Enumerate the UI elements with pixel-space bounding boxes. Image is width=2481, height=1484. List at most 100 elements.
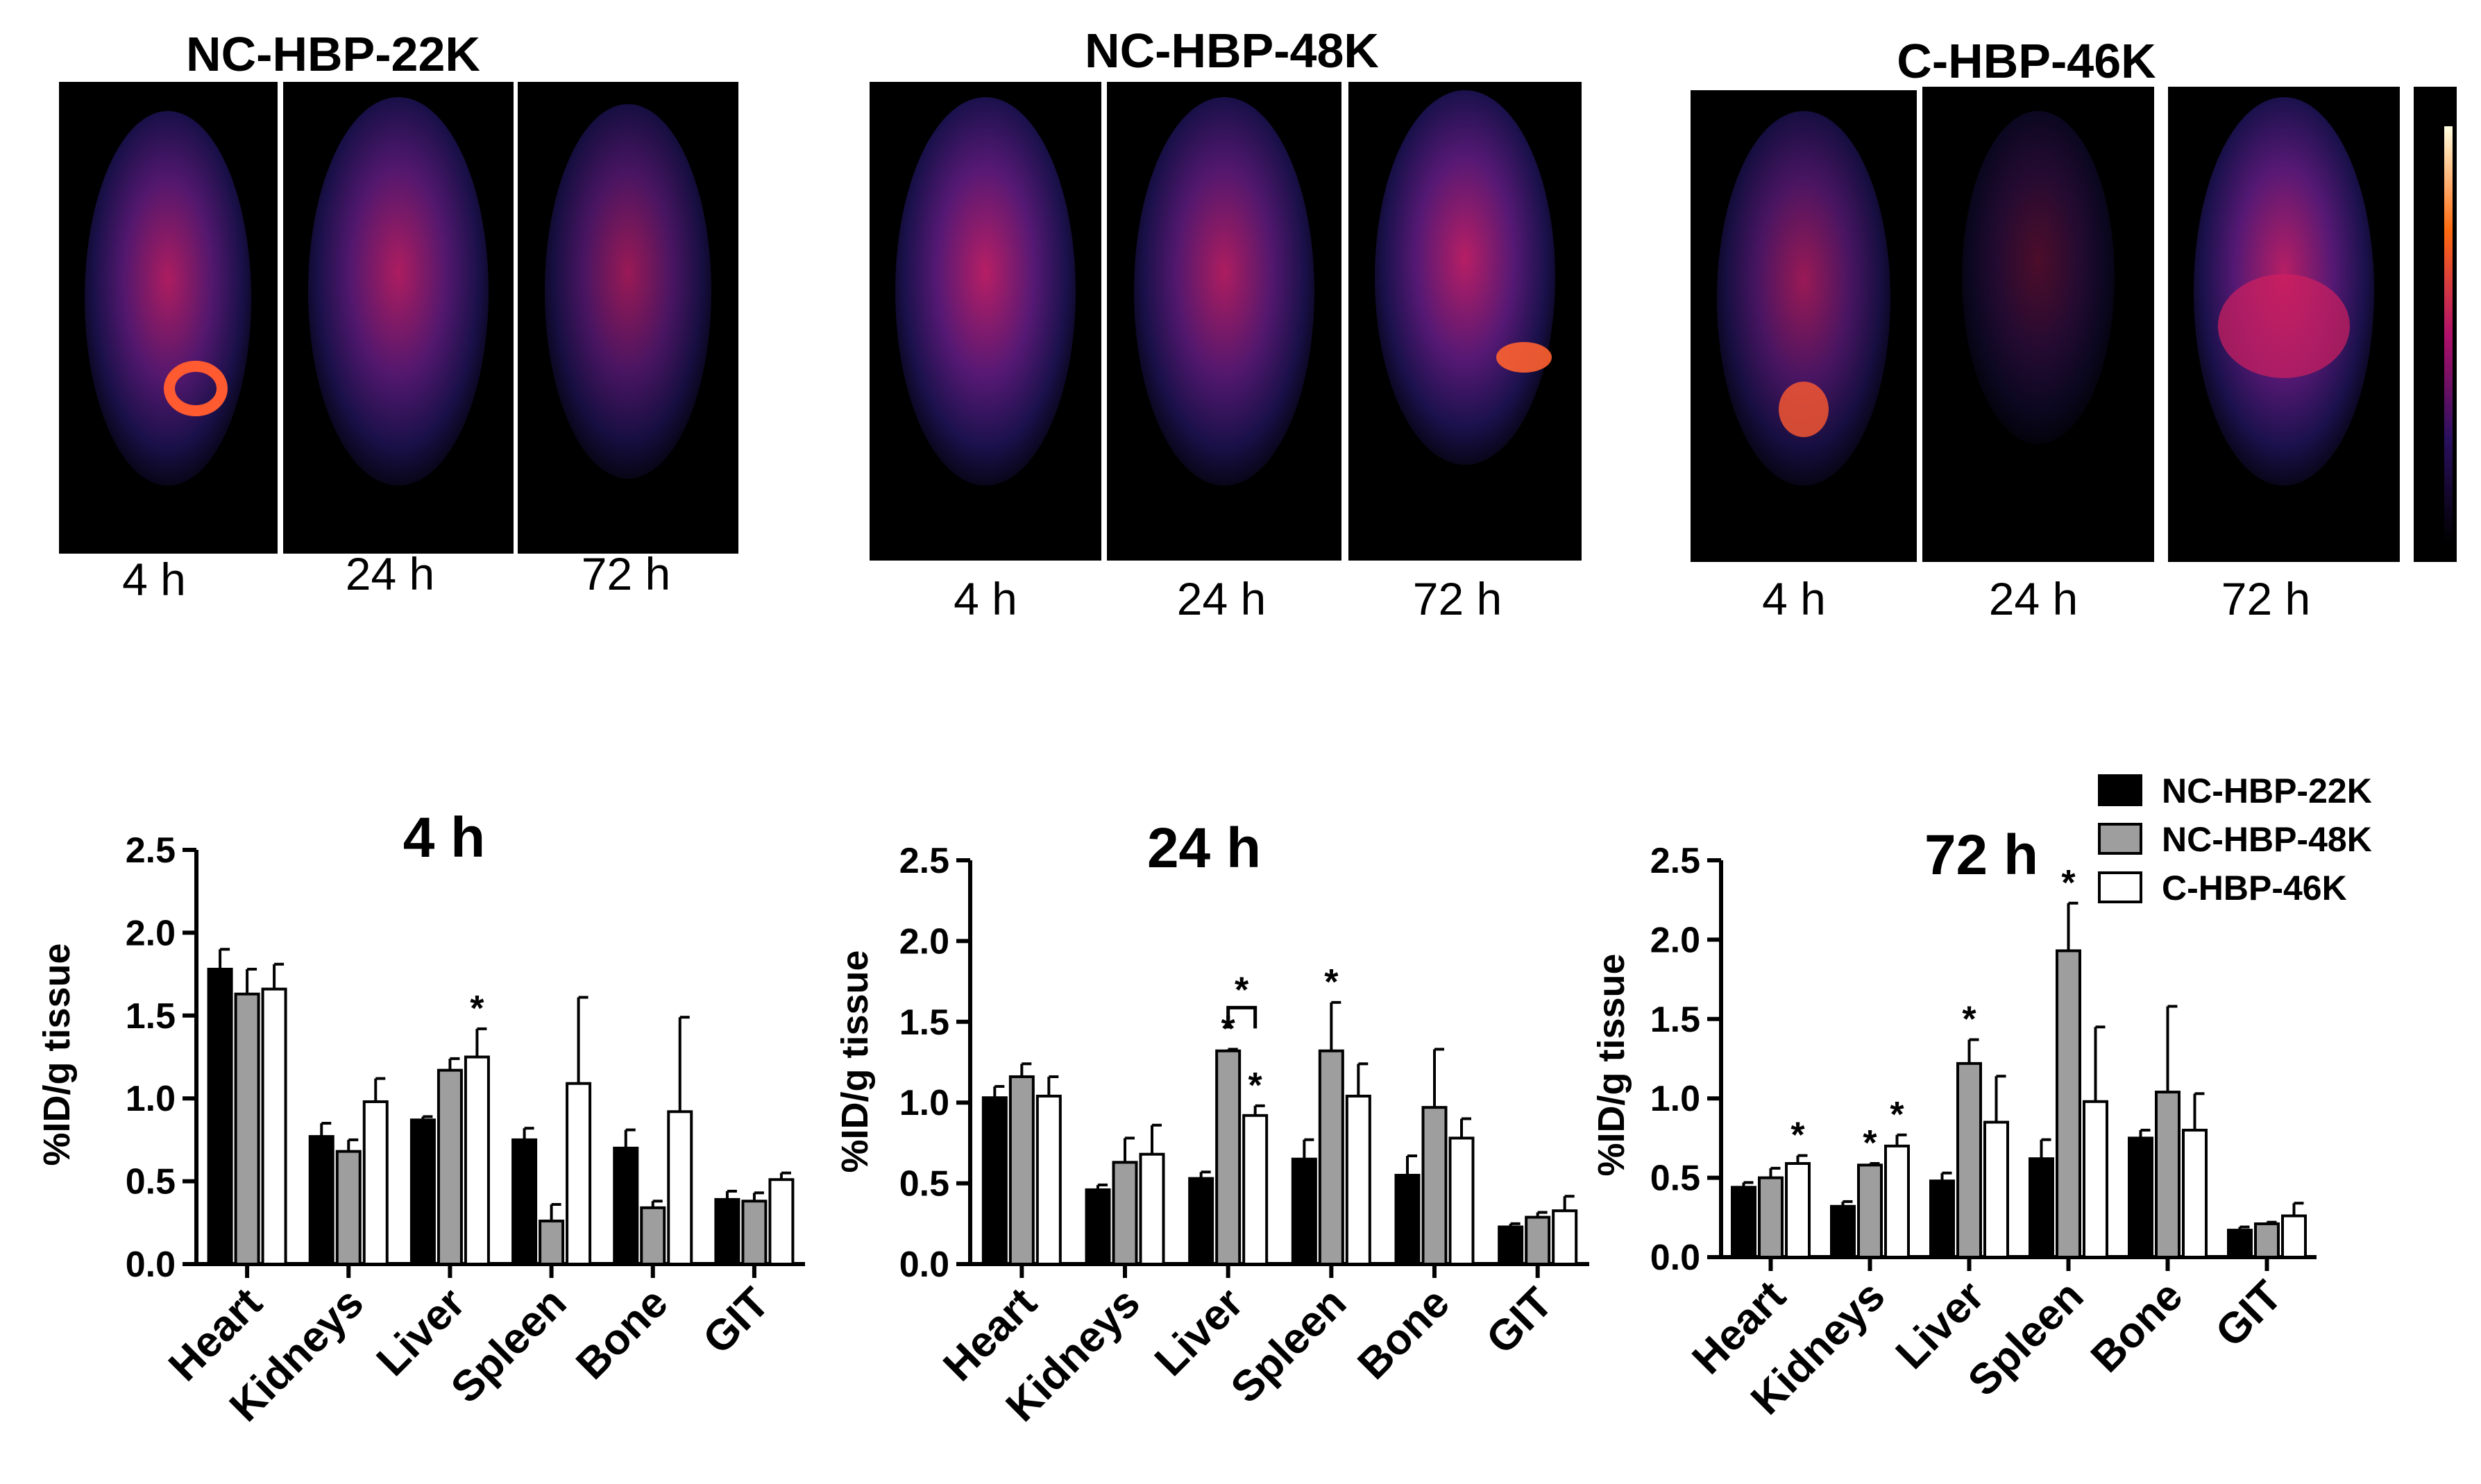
legend-item-c-hbp-46k: C-HBP-46K — [2098, 869, 2347, 907]
bar-nc-hbp-22k-liver — [1929, 1179, 1955, 1259]
time-label-4h: 4 h — [1762, 573, 1826, 624]
bar-nc-hbp-22k-spleen — [1291, 1157, 1317, 1266]
significance-star: * — [1962, 1000, 1976, 1040]
bar-nc-hbp-22k-kidneys — [1830, 1204, 1856, 1259]
scan-panel-4h — [59, 82, 278, 554]
bar-nc-hbp-22k-kidneys — [308, 1135, 335, 1266]
bar-nc-hbp-22k-heart — [1731, 1186, 1756, 1259]
image-group-c-hbp-46k: C-HBP-46K 4 h 24 h 72 h — [1691, 34, 2457, 624]
x-tick-label-spleen: Spleen — [1222, 1279, 1356, 1413]
y-tick-label: 2.5 — [1650, 841, 1700, 881]
bar-nc-hbp-22k-bone — [613, 1146, 639, 1265]
legend-label: NC-HBP-48K — [2162, 820, 2372, 859]
y-tick-label: 2.0 — [1650, 920, 1700, 960]
bar-nc-hbp-22k-git — [1498, 1225, 1524, 1266]
legend-item-nc-hbp-22k: NC-HBP-22K — [2098, 771, 2372, 810]
significance-star: * — [1324, 962, 1339, 1003]
bar-c-hbp-46k-bone — [667, 1110, 693, 1265]
bar-nc-hbp-22k-kidneys — [1085, 1188, 1111, 1265]
bar-nc-hbp-22k-git — [2227, 1229, 2253, 1259]
bar-c-hbp-46k-spleen — [2083, 1100, 2108, 1259]
color-scale-bar — [2414, 87, 2457, 562]
time-label-4h: 4 h — [122, 554, 186, 605]
bar-c-hbp-46k-git — [1552, 1209, 1578, 1266]
chart-title: 24 h — [1147, 817, 1261, 880]
legend-label: C-HBP-46K — [2162, 869, 2347, 907]
y-tick-label: 1.0 — [1650, 1079, 1700, 1119]
bar-c-hbp-46k-spleen — [566, 1082, 592, 1265]
y-axis-label: %ID/g tissue — [36, 943, 78, 1166]
significance-star: * — [470, 989, 484, 1029]
y-tick-label: 1.5 — [899, 1003, 949, 1043]
bar-c-hbp-46k-kidneys — [362, 1100, 389, 1265]
bar-nc-hbp-48k-kidneys — [1857, 1163, 1883, 1259]
y-tick-label: 1.5 — [126, 996, 176, 1037]
y-tick-label: 0.0 — [126, 1245, 176, 1285]
chart-title: 72 h — [1924, 824, 2038, 887]
bar-c-hbp-46k-spleen — [1345, 1094, 1371, 1265]
scan-panel-4h — [870, 82, 1101, 561]
scan-panel-24h — [1107, 82, 1341, 561]
bar-nc-hbp-48k-liver — [437, 1068, 463, 1265]
significance-bracket — [1226, 1005, 1258, 1029]
group-title: C-HBP-46K — [1897, 34, 2156, 88]
group-title: NC-HBP-48K — [1085, 24, 1379, 78]
bar-nc-hbp-22k-bone — [2128, 1136, 2153, 1259]
x-tick-label-git: GIT — [1477, 1279, 1562, 1363]
image-group-nc-hbp-48k: NC-HBP-48K 4 h 24 h 72 h — [870, 24, 1582, 624]
bar-nc-hbp-48k-kidneys — [335, 1150, 362, 1265]
significance-star: * — [2061, 863, 2076, 903]
bar-nc-hbp-22k-spleen — [2029, 1157, 2054, 1259]
significance-star: * — [1863, 1123, 1877, 1163]
bar-nc-hbp-48k-spleen — [1318, 1049, 1344, 1265]
bar-nc-hbp-48k-git — [2254, 1222, 2280, 1259]
bar-nc-hbp-48k-liver — [1956, 1061, 1982, 1259]
y-tick-label: 2.0 — [126, 913, 176, 953]
y-tick-label: 0.5 — [126, 1162, 176, 1202]
bar-c-hbp-46k-git — [2281, 1214, 2307, 1259]
significance-star: * — [1221, 1009, 1236, 1049]
bar-nc-hbp-22k-spleen — [511, 1138, 538, 1266]
bar-nc-hbp-48k-git — [1525, 1216, 1551, 1266]
y-tick-label: 1.5 — [1650, 1000, 1700, 1040]
bar-c-hbp-46k-heart — [1785, 1162, 1811, 1259]
y-tick-label: 2.0 — [899, 921, 949, 962]
y-tick-label: 0.5 — [899, 1164, 949, 1204]
legend-swatch — [2098, 823, 2142, 855]
legend: NC-HBP-22K NC-HBP-48K C-HBP-46K — [2098, 771, 2372, 907]
bar-chart-24h: 24 h %ID/g tissue 0.00.51.01.52.02.5Hear… — [834, 817, 1589, 1431]
bar-nc-hbp-48k-bone — [1421, 1106, 1448, 1265]
y-tick-label: 0.0 — [899, 1245, 949, 1285]
bar-c-hbp-46k-bone — [2182, 1128, 2208, 1259]
scan-panel-24h — [1922, 87, 2154, 562]
significance-star: * — [1248, 1066, 1263, 1106]
y-tick-label: 0.0 — [1650, 1238, 1700, 1278]
y-tick-label: 0.5 — [1650, 1159, 1700, 1199]
bar-nc-hbp-48k-heart — [1008, 1075, 1035, 1266]
bar-c-hbp-46k-heart — [261, 987, 287, 1266]
y-tick-label: 2.5 — [899, 841, 949, 881]
bar-nc-hbp-22k-liver — [1188, 1177, 1214, 1265]
bar-c-hbp-46k-liver — [464, 1055, 490, 1265]
y-axis-label: %ID/g tissue — [834, 950, 876, 1172]
bar-nc-hbp-22k-heart — [207, 967, 233, 1266]
scan-panel-72h — [518, 82, 738, 554]
scan-panel-24h — [283, 82, 514, 554]
bar-nc-hbp-48k-spleen — [539, 1219, 565, 1265]
y-axis-label: %ID/g tissue — [1591, 953, 1632, 1176]
y-tick-label: 2.5 — [126, 830, 176, 871]
bar-c-hbp-46k-git — [768, 1178, 795, 1266]
y-tick-label: 1.0 — [899, 1083, 949, 1123]
scan-panel-72h — [2168, 87, 2400, 562]
legend-swatch — [2098, 774, 2142, 806]
bar-nc-hbp-48k-kidneys — [1112, 1161, 1138, 1266]
bar-c-hbp-46k-bone — [1448, 1136, 1475, 1266]
bar-nc-hbp-48k-liver — [1215, 1049, 1242, 1265]
x-tick-label-bone: Bone — [1349, 1279, 1459, 1388]
bar-nc-hbp-22k-bone — [1394, 1173, 1421, 1265]
bar-nc-hbp-22k-liver — [409, 1118, 436, 1266]
bar-nc-hbp-48k-git — [741, 1200, 768, 1265]
time-label-72h: 72 h — [2221, 573, 2310, 624]
bar-nc-hbp-48k-spleen — [2056, 949, 2081, 1259]
